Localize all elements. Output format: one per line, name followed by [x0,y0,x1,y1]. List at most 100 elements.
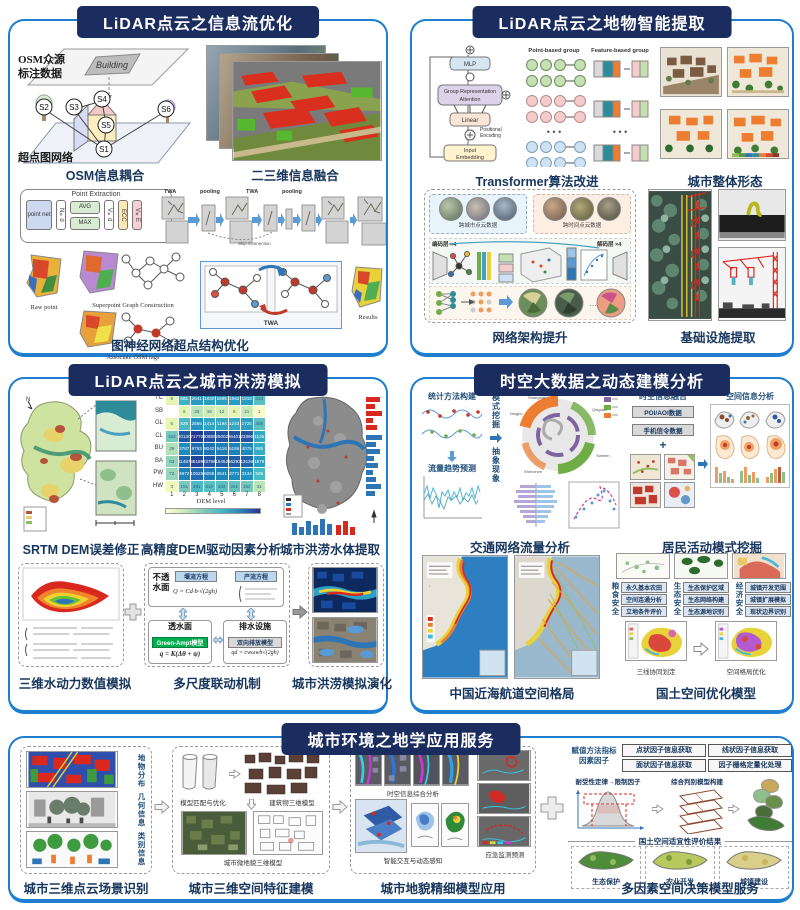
hollow-right-arrow-icon [154,800,170,814]
svg-text:• • •: • • • [547,127,561,137]
heatmap-cell: 3771 [228,468,240,480]
heatmap-cell: 332 [216,480,228,492]
heatmap-cell: 151 [178,480,190,492]
urban-form-figure [660,47,790,167]
gra-label1: Group Representation [444,89,496,95]
emergency-label: 应急监测预测 [485,852,525,859]
svg-text:…: … [589,299,597,308]
heatmap-cell: 1695 [216,393,228,405]
dem-heatmap-figure: TC 6 681 2041 1830 1695 1962 1918 334 SB 6 33 18 12 6 2… [150,393,272,514]
heatmap-x-tick: 6 [232,492,236,498]
assignment-method-label: 赋值方法指标 [571,746,617,755]
caption-traffic: 交通网络流量分析 [469,541,570,555]
land-chip: 生态源地识别 [683,606,729,617]
heatmap-cell: 1126 [253,430,265,442]
svg-text:Xiamen: Xiamen [596,453,610,458]
heatmap-cell: 20130 [178,430,191,442]
heatmap-cell: 71770 [190,430,203,442]
heatmap-cell: 11487 [178,455,190,467]
results-figure: Results [348,265,388,321]
heatmap-cell: 8042 [203,443,215,455]
gra-label2: Attention [460,97,481,103]
heatmap-cell: 2655 [191,418,203,430]
mobile-signal-chip: 手机信令数据 [632,424,694,436]
caption-srtm: SRTM DEM误差修正 [22,543,140,557]
heatmap-cell: 1414 [203,418,215,430]
caption-multiscale: 多尺度联动机制 [173,677,261,691]
hollow-right-arrow-icon [693,641,709,656]
land-chip: 生态网络构建 [683,594,729,605]
stat-method-label: 统计方法构建 [428,392,476,401]
flood-evolution-figure [308,563,384,667]
panel5-title: 城市环境之地学应用服务 [281,723,521,755]
line-factor-box: 线状因子信息获取 [708,744,792,757]
heatmap-x-tick: 2 [182,492,186,498]
panel-feature-extraction: LiDAR点云之地物智能提取 Input Embedding Positiona… [410,6,794,357]
associate-osm-label: Associate OSM tags [106,354,160,361]
spatial-modeling-group: 模型匹配与优化 建筑物三维模型 城市微地貌三维模型 [172,746,330,874]
heatmap-cell: 26401 [228,430,241,442]
associate-osm-figure: Associate OSM tags [74,309,192,361]
land-chip: 空间连通分析 [621,594,667,605]
strip-label-twa1: TWA [164,189,176,195]
terrain-model-application-group: 时空信息综合分析 智能交互与动态感知 应急监测预测 [350,746,536,874]
heatmap-cell: 251 [228,480,240,492]
heatmap-cell: 1878 [253,455,265,467]
heatmap-cell: 1962 [228,393,240,405]
infrastructure-figure [648,189,788,323]
pervious-label: 透水面 [168,622,192,631]
caption-spatial-modeling: 城市三维空间特征建模 [188,882,314,896]
caption-resident: 居民活动模式挖掘 [661,541,762,555]
caption-decision-model: 多因素空间决策模型服务 [621,882,759,896]
runoff-equation-chip: 产流方程 [235,571,277,582]
panel2-title: LiDAR点云之地物智能提取 [472,6,732,38]
econ-security-label: 经济安全 [735,582,744,616]
land-chip: 立地条件评价 [621,606,667,617]
heatmap-cell: 4972 [178,468,190,480]
heatmap-cell: 6 [178,405,190,417]
caption-flood-water: 城市洪涝水体提取 [279,543,380,557]
category-info-label: 类别信息 [137,832,146,867]
flow-trend-label: 流量趋势预测 [428,464,476,473]
heatmap-row-label: BU [154,445,163,451]
right-arrow-icon [292,605,308,619]
node-s4: S4 [97,95,107,104]
heatmap-cell: 310 [203,480,215,492]
feature-based-group-label: Feature-based group [591,48,649,54]
abstract-phenomenon-label: 抽象现象 [491,447,501,483]
caption-sea-route: 中国近海航道空间格局 [449,687,575,701]
svg-text:N: N [26,397,30,403]
heatmap-cell: 1725 [241,418,253,430]
caption-transformer: Transformer算法改进 [475,175,599,189]
cross-time-label: 跨时间点云数据 [562,223,602,229]
panel-application-services: 城市环境之地学应用服务 地物分布 几何信息 类别信息 城市三维点云场景识别 模型… [8,723,794,903]
fusion-input-column: 时空信息融合 POI/AOI数据 手机信令数据 + [630,391,696,508]
spatial-analysis-label: 空间信息分析 [726,392,774,401]
heatmap-cell: 13136 [240,455,253,467]
area-factor-box: 面状因子信息获取 [622,759,706,772]
fusion-network-strip: TWA pooling TWA pooling Skip Connection [161,189,386,246]
heatmap-cell: 4075 [241,443,253,455]
land-chip: 城镇开发范围 [745,582,791,593]
pattern-mining-label: 模式挖掘 [491,393,501,429]
ecc-block: ECC [118,200,128,230]
point-extraction-title: Point Extraction [71,191,121,198]
heatmap-cell: 10525 [190,468,203,480]
network-architecture-figure: 跨城市点云数据 跨时间点云数据 编码层 ×4 解码层 ×4 [424,189,636,323]
heatmap-cell: 5416 [216,443,228,455]
caption-urban-form: 城市整体形态 [687,175,763,189]
heatmap-x-tick: 8 [257,492,261,498]
heatmap-x-tick: 1 [170,492,174,498]
vxe-block: V×E [132,200,142,230]
land-chip: 永久基本农田 [621,582,667,593]
node-s2: S2 [39,103,49,112]
heatmap-cell: 1830 [203,393,215,405]
st-analysis-label: 时空信息综合分析 [387,791,439,798]
interaction-label: 智能交互与动态感知 [383,858,443,865]
pyramid-chart [514,483,557,527]
heatmap-x-tick: 5 [220,492,224,498]
green-ampt-chip: Green-Ampt模型 [152,637,208,648]
heatmap-cell: 5 [166,418,178,430]
panel-lidar-info-flow: LiDAR点云之信息流优化 Building S1 S2 S3 S4 S5 S6… [8,6,388,361]
building-label: Building [96,60,128,70]
